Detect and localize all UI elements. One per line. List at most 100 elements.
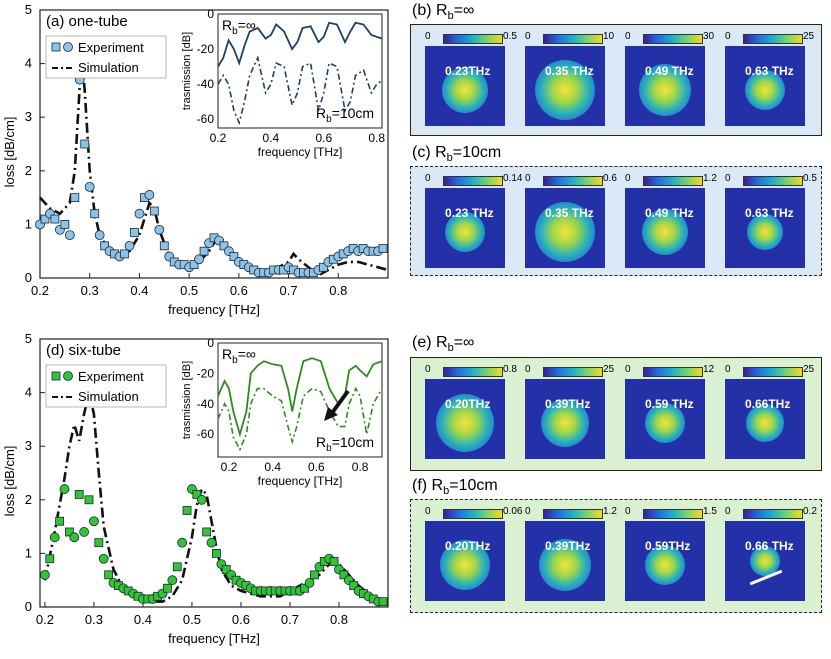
six-tube-experiment-point bbox=[221, 565, 231, 574]
six-tube-experiment-point bbox=[300, 583, 310, 593]
colorbar bbox=[443, 176, 503, 186]
six-tube-legend: Experiment Simulation bbox=[45, 364, 167, 408]
six-tube-experiment-point bbox=[45, 554, 55, 564]
frequency-label: 0.39THz bbox=[545, 397, 591, 411]
six-tube-xlabel: frequency [THz] bbox=[168, 631, 260, 646]
one-tube-inset-axes bbox=[217, 13, 383, 129]
six-tube-experiment-point bbox=[98, 553, 109, 564]
six-tube-inset-ytick-label: -60 bbox=[197, 427, 215, 441]
colorbar-max: 0.06 bbox=[503, 506, 523, 517]
frequency-label: 0.49 THz bbox=[645, 206, 694, 220]
one-tube-legend-square bbox=[51, 42, 61, 52]
colorbar-min: 0 bbox=[625, 173, 631, 184]
one-tube-experiment-point bbox=[194, 254, 204, 265]
colorbar bbox=[743, 176, 803, 186]
six-tube-experiment-point bbox=[310, 570, 319, 580]
one-tube-inset-line-inf bbox=[217, 21, 383, 68]
field-panel-e: 0 0.8 0.20THz 0 25 0.39THz 0 12 0.59 THz… bbox=[410, 357, 822, 471]
one-tube-inset-xtick-label: 0.2 bbox=[210, 131, 227, 145]
field-image: 0.49 THz bbox=[625, 46, 705, 126]
colorbar-max: 1.5 bbox=[703, 506, 717, 517]
six-tube-inset-xtick-label: 0.8 bbox=[352, 460, 369, 474]
six-tube-experiment-point bbox=[339, 570, 349, 580]
six-tube-experiment-point bbox=[65, 527, 74, 537]
six-tube-inset-ytick-label: -20 bbox=[197, 366, 215, 380]
six-tube-experiment-point bbox=[172, 562, 182, 572]
field-image: 0.35 THz bbox=[525, 188, 605, 268]
colorbar-min: 0 bbox=[725, 506, 731, 517]
field-image: 0.23 THz bbox=[425, 188, 505, 268]
six-tube-experiment-point bbox=[84, 495, 94, 505]
one-tube-xtick-label: 0.5 bbox=[180, 283, 198, 298]
six-tube-xtick-label: 0.6 bbox=[232, 612, 250, 627]
one-tube-legend-simulation: Simulation bbox=[78, 60, 139, 75]
one-tube-experiment-point bbox=[149, 206, 159, 216]
colorbar-max: 0.2 bbox=[803, 506, 817, 517]
field-spot bbox=[639, 64, 691, 116]
six-tube-inset-ylabel: trasmission [dB] bbox=[181, 361, 193, 439]
six-tube-experiment-point bbox=[59, 484, 70, 494]
colorbar-min: 0 bbox=[525, 31, 531, 42]
field-panel-f: 0 0.06 0.20THz 0 1.2 0.39THz 0 1.5 0.59T… bbox=[410, 499, 822, 613]
colorbar bbox=[443, 367, 503, 377]
colorbar-min: 0 bbox=[525, 364, 531, 375]
colorbar-min: 0 bbox=[625, 31, 631, 42]
one-tube-experiment-point bbox=[154, 224, 165, 235]
one-tube-experiment-point bbox=[64, 230, 75, 241]
one-tube-inset-xtick-label: 0.6 bbox=[315, 131, 332, 145]
one-tube-experiment-point bbox=[199, 246, 209, 256]
colorbar bbox=[543, 176, 603, 186]
six-tube-experiment-point bbox=[49, 532, 60, 543]
six-tube-experiment-point bbox=[79, 527, 90, 537]
frequency-label: 0.49 THz bbox=[645, 64, 694, 78]
one-tube-ytick-label: 1 bbox=[25, 216, 32, 231]
field-image: 0.59THz bbox=[625, 521, 705, 601]
six-tube-experiment-point bbox=[74, 490, 84, 499]
one-tube-experiment-point bbox=[84, 181, 95, 192]
colorbar bbox=[643, 509, 703, 519]
field-spot bbox=[442, 67, 488, 113]
field-spot bbox=[535, 60, 595, 120]
frequency-label: 0.59 THz bbox=[645, 397, 694, 411]
field-spot bbox=[440, 540, 490, 590]
six-tube-xtick-label: 0.8 bbox=[330, 612, 348, 627]
six-tube-experiment-point bbox=[212, 548, 221, 558]
one-tube-inset-ytick-label: -60 bbox=[197, 112, 215, 126]
one-tube-legend-circle bbox=[63, 42, 73, 52]
six-tube-ytick-label: 2 bbox=[25, 492, 32, 507]
six-tube-experiment-point bbox=[40, 569, 50, 580]
colorbar bbox=[743, 509, 803, 519]
six-tube-xtick-label: 0.7 bbox=[281, 612, 299, 627]
field-panel-b: 0 0.5 0.23THz 0 10 0.35 THz 0 30 0.49 TH… bbox=[410, 24, 822, 136]
one-tube-experiment-point bbox=[60, 219, 70, 229]
frequency-label: 0.39THz bbox=[545, 539, 591, 553]
colorbar-min: 0 bbox=[425, 364, 431, 375]
field-image: 0.63 THz bbox=[725, 188, 805, 268]
one-tube-experiment-point bbox=[318, 262, 328, 272]
six-tube-experiment-point bbox=[163, 583, 172, 593]
six-tube-ylabel: loss [dB/cm] bbox=[2, 446, 17, 517]
one-tube-title: (a) one-tube bbox=[46, 13, 128, 30]
one-tube-xtick-label: 0.6 bbox=[230, 283, 248, 298]
colorbar bbox=[743, 367, 803, 377]
field-spot bbox=[539, 539, 591, 591]
chart-six-tube: 0.2 0.3 0.4 0.5 0.6 0.7 0.8 0 1 2 3 4 5 frequency [TH… bbox=[2, 331, 389, 646]
colorbar-max: 30 bbox=[703, 31, 715, 42]
colorbar bbox=[643, 176, 703, 186]
field-spot bbox=[745, 70, 785, 110]
one-tube-experiment-point bbox=[130, 228, 139, 237]
six-tube-inset-xtick-label: 0.2 bbox=[221, 460, 238, 474]
colorbar-min: 0 bbox=[725, 364, 731, 375]
six-tube-experiment-point bbox=[349, 581, 359, 590]
one-tube-xtick-label: 0.8 bbox=[329, 283, 347, 298]
one-tube-experiment-point bbox=[124, 240, 135, 251]
chart-one-tube: 0.2 0.3 0.4 0.5 0.6 0.7 0.8 0 1 2 3 4 5 frequency [TH… bbox=[2, 2, 389, 317]
six-tube-legend-simulation: Simulation bbox=[78, 389, 139, 404]
field-image: 0.23THz bbox=[425, 46, 505, 126]
one-tube-legend-experiment: Experiment bbox=[78, 40, 144, 55]
field-image: 0.39THz bbox=[525, 521, 605, 601]
one-tube-ytick-label: 2 bbox=[25, 163, 32, 178]
colorbar-min: 0 bbox=[625, 506, 631, 517]
colorbar-min: 0 bbox=[425, 31, 431, 42]
field-panel-c: 0 0.14 0.23 THz 0 0.6 0.35 THz 0 1.2 0.4… bbox=[410, 166, 822, 276]
